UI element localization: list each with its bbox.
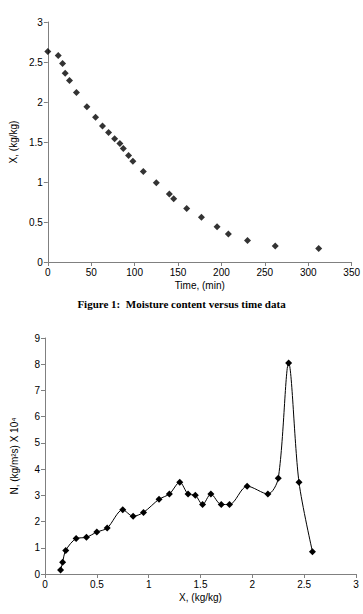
svg-text:N, (kg/m²s) X 10⁴: N, (kg/m²s) X 10⁴ — [9, 417, 20, 494]
svg-text:9: 9 — [34, 333, 40, 344]
svg-text:0: 0 — [42, 579, 48, 590]
svg-text:150: 150 — [170, 267, 187, 278]
svg-text:2: 2 — [34, 516, 40, 527]
svg-text:X, (kg/kg): X, (kg/kg) — [179, 592, 222, 603]
svg-text:Time, (min): Time, (min) — [175, 280, 225, 291]
svg-text:5: 5 — [34, 437, 40, 448]
svg-text:0.5: 0.5 — [90, 579, 104, 590]
svg-text:8: 8 — [34, 359, 40, 370]
svg-text:1.5: 1.5 — [29, 137, 43, 148]
svg-text:6: 6 — [34, 411, 40, 422]
svg-text:50: 50 — [86, 267, 98, 278]
svg-text:2.5: 2.5 — [297, 579, 311, 590]
svg-text:1: 1 — [146, 579, 152, 590]
svg-text:250: 250 — [256, 267, 273, 278]
svg-text:1: 1 — [37, 177, 43, 188]
svg-text:100: 100 — [126, 267, 143, 278]
svg-text:0: 0 — [37, 257, 43, 268]
svg-text:2.5: 2.5 — [29, 57, 43, 68]
svg-text:3: 3 — [34, 490, 40, 501]
svg-text:2: 2 — [37, 97, 43, 108]
svg-text:3: 3 — [353, 579, 359, 590]
svg-text:1: 1 — [34, 542, 40, 553]
svg-text:4: 4 — [34, 464, 40, 475]
svg-text:X, (kg/kg): X, (kg/kg) — [8, 121, 19, 164]
svg-text:0: 0 — [45, 267, 51, 278]
svg-text:2: 2 — [250, 579, 256, 590]
svg-text:0.5: 0.5 — [29, 217, 43, 228]
svg-text:0: 0 — [34, 569, 40, 580]
svg-text:200: 200 — [213, 267, 230, 278]
svg-text:300: 300 — [300, 267, 317, 278]
svg-text:350: 350 — [343, 267, 360, 278]
svg-text:7: 7 — [34, 385, 40, 396]
svg-text:Figure 1: Moisture content ve: Figure 1: Moisture content versus time d… — [77, 298, 286, 310]
svg-text:1.5: 1.5 — [194, 579, 208, 590]
svg-text:3: 3 — [37, 17, 43, 28]
